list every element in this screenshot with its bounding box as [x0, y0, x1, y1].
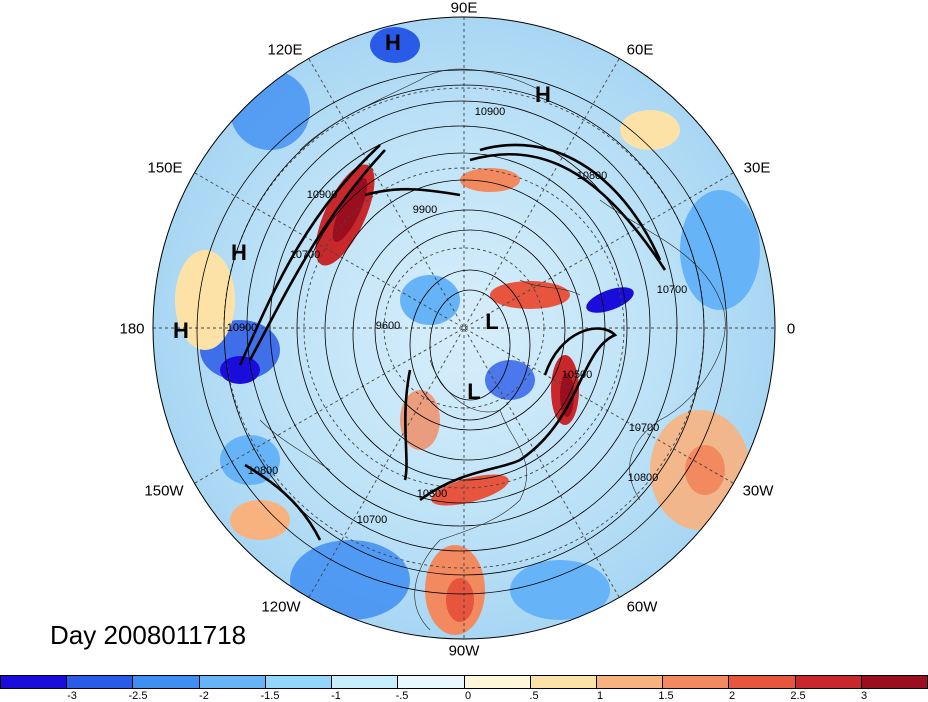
colorbar-tick-label: 1.5 [658, 690, 674, 702]
contour-label: 10700 [356, 514, 388, 526]
contour-label: 10800 [627, 472, 659, 484]
coastlines [259, 68, 726, 631]
colorbar-tick-label: -1.5 [260, 690, 280, 702]
colorbar-swatch [265, 676, 333, 688]
lon-label-30w: 30W [742, 482, 774, 500]
contour-label: 9900 [412, 204, 438, 216]
low-pressure-marker: L [485, 309, 499, 334]
colorbar-swatch [464, 676, 531, 688]
lon-label-90e: 90E [450, 0, 478, 17]
colorbar-swatch [199, 676, 266, 688]
colorbar-swatch [795, 676, 862, 688]
contour-label: 10300 [416, 488, 448, 500]
colorbar-swatch [663, 676, 730, 688]
lon-label-150e: 150E [147, 159, 183, 177]
lon-label-120w: 120W [261, 598, 301, 616]
colorbar-tick-label: -2 [199, 690, 209, 702]
colorbar-tick-label: -1 [331, 690, 341, 702]
colorbar-tick-label: 2 [728, 690, 736, 702]
contour-label: 10700 [628, 422, 660, 434]
day-title: Day 2008011718 [50, 620, 247, 650]
colorbar-swatch [530, 676, 597, 688]
colorbar [0, 675, 928, 689]
colorbar-tick-label: 1 [596, 690, 604, 702]
colorbar-tick-label: .5 [529, 690, 539, 702]
map-boundary [152, 16, 776, 640]
lon-label-120e: 120E [267, 41, 303, 59]
lon-label-0: 0 [786, 320, 796, 338]
lon-label-60e: 60E [626, 41, 654, 59]
colorbar-swatch [729, 676, 796, 688]
contour-label: 10900 [226, 322, 258, 334]
lon-label-60w: 60W [626, 598, 658, 616]
contour-label: 10800 [247, 465, 279, 477]
colorbar-swatch [861, 676, 928, 688]
colorbar-swatch [67, 676, 134, 688]
contour-label: 9600 [375, 320, 401, 332]
colorbar-tick-label: 0 [464, 690, 472, 702]
low-pressure-marker: L [467, 379, 481, 404]
colorbar-tick-label: -3 [67, 690, 77, 702]
contour-label: 10500 [561, 369, 593, 381]
colorbar-tick-label: 3 [860, 690, 868, 702]
lon-label-90w: 90W [448, 642, 480, 660]
colorbar-swatch [596, 676, 664, 688]
high-pressure-marker: H [231, 240, 247, 265]
colorbar-tick-label: -2.5 [128, 690, 148, 702]
height-contours [196, 69, 728, 595]
contour-label: 10700 [289, 249, 321, 261]
contour-label: 10800 [576, 170, 608, 182]
colorbar-swatch [332, 676, 399, 688]
jet-contours [238, 143, 667, 541]
high-pressure-marker: H [535, 82, 551, 107]
high-pressure-marker: H [385, 30, 401, 55]
colorbar-swatch [1, 676, 68, 688]
lon-label-30e: 30E [743, 159, 771, 177]
lon-label-150w: 150W [144, 482, 184, 500]
colorbar-swatch [133, 676, 200, 688]
contour-label: 10900 [474, 106, 506, 118]
contour-label: 10900 [306, 189, 338, 201]
colorbar-swatch [398, 676, 465, 688]
lon-label-180: 180 [119, 320, 145, 338]
colorbar-tick-label: 2.5 [790, 690, 806, 702]
contour-label: 10700 [656, 284, 688, 296]
colorbar-tick-label: -.5 [395, 690, 409, 702]
high-pressure-marker: H [173, 318, 189, 343]
